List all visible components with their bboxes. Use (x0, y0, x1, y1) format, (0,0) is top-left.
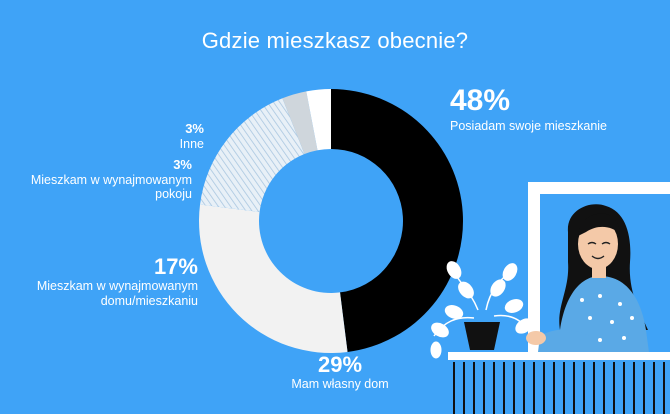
pct-wlasny-dom: 29% (317, 352, 363, 377)
txt-wynajem-dom-2: domu/mieszkaniu (100, 293, 198, 308)
label-posiadam-mieszkanie: 48% Posiadam swoje mieszkanie (450, 84, 607, 133)
face (578, 219, 618, 269)
txt-wlasny-dom: Mam własny dom (291, 377, 389, 392)
chart-title: Gdzie mieszkasz obecnie? (201, 28, 469, 53)
label-inne: 3% Inne (120, 121, 204, 151)
balcony-rail (448, 352, 670, 360)
donut-slice-2 (200, 98, 305, 212)
donut-slice-1 (198, 204, 348, 353)
txt-wynajem-dom-1: Mieszkam w wynajmowanym (36, 279, 198, 294)
txt-posiadam-mieszkanie: Posiadam swoje mieszkanie (450, 118, 608, 133)
txt-wynajem-pokoj-1: Mieszkam w wynajmowanym (30, 172, 192, 187)
pct-inne: 3% (185, 121, 204, 136)
label-wlasny-dom: 29% Mam własny dom (270, 352, 410, 392)
txt-wynajem-pokoj-2: pokoju (155, 187, 192, 202)
pct-posiadam-mieszkanie: 48% (450, 84, 511, 117)
label-wynajem-dom: 17% Mieszkam w wynajmowanym domu/mieszka… (10, 254, 198, 308)
pct-wynajem-dom: 17% (153, 254, 198, 279)
label-wynajem-pokoj: 3% Mieszkam w wynajmowanym pokoju (10, 157, 192, 202)
donut-slice-4 (306, 89, 331, 151)
pct-wynajem-pokoj: 3% (173, 157, 192, 172)
donut-slice-0 (331, 89, 464, 352)
blouse-pattern (574, 294, 634, 342)
txt-inne: Inne (179, 136, 204, 151)
balcony-bars (453, 362, 665, 414)
potted-plant (430, 261, 533, 359)
donut-slice-3 (282, 91, 318, 155)
